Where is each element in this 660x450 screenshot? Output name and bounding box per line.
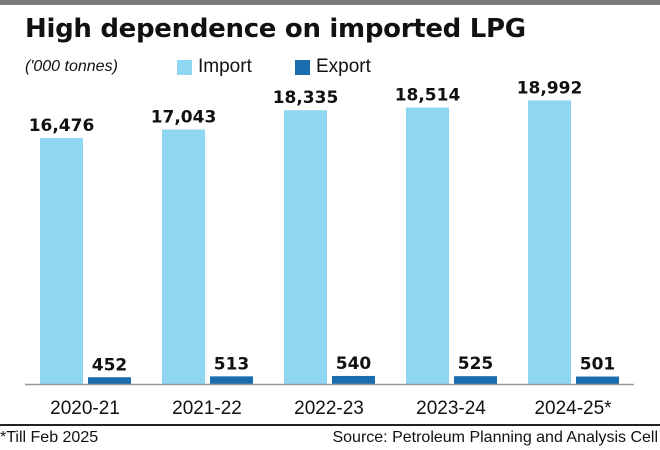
export-bar — [88, 377, 131, 384]
x-tick-label: 2023-24 — [416, 398, 486, 419]
import-value-label: 18,514 — [395, 86, 461, 106]
legend-export: Export — [295, 56, 371, 78]
footnote: *Till Feb 2025 — [0, 429, 99, 446]
legend-import-label: Import — [198, 56, 252, 77]
import-bar — [162, 129, 205, 384]
export-value-label: 525 — [458, 354, 494, 374]
x-tick-label: 2020-21 — [50, 398, 120, 419]
export-value-label: 513 — [214, 354, 250, 374]
import-value-label: 18,992 — [517, 78, 583, 98]
import-bar — [40, 137, 83, 384]
export-bar — [454, 376, 497, 384]
export-bar — [210, 376, 253, 384]
import-bar — [528, 100, 571, 385]
export-value-label: 540 — [336, 354, 372, 374]
source-note: Source: Petroleum Planning and Analysis … — [332, 429, 658, 446]
import-value-label: 17,043 — [151, 108, 217, 128]
x-tick-label: 2021-22 — [172, 398, 242, 419]
top-bar — [0, 0, 660, 5]
x-tick-label: 2022-23 — [294, 398, 364, 419]
import-bar — [406, 107, 449, 384]
export-value-label: 501 — [580, 355, 616, 375]
export-bar — [576, 376, 619, 384]
export-bar — [332, 375, 375, 384]
x-tick-label: 2024-25* — [534, 398, 612, 419]
footer-divider — [0, 424, 660, 426]
chart-title: High dependence on imported LPG — [25, 14, 526, 44]
legend-export-label: Export — [316, 56, 371, 77]
import-bar — [284, 110, 327, 384]
legend-export-swatch — [295, 59, 310, 75]
import-value-label: 18,335 — [273, 88, 339, 108]
legend-import: Import — [177, 56, 252, 78]
import-value-label: 16,476 — [29, 116, 95, 136]
export-value-label: 452 — [92, 355, 128, 375]
unit-label: ('000 tonnes) — [25, 58, 118, 75]
legend-import-swatch — [177, 59, 192, 75]
